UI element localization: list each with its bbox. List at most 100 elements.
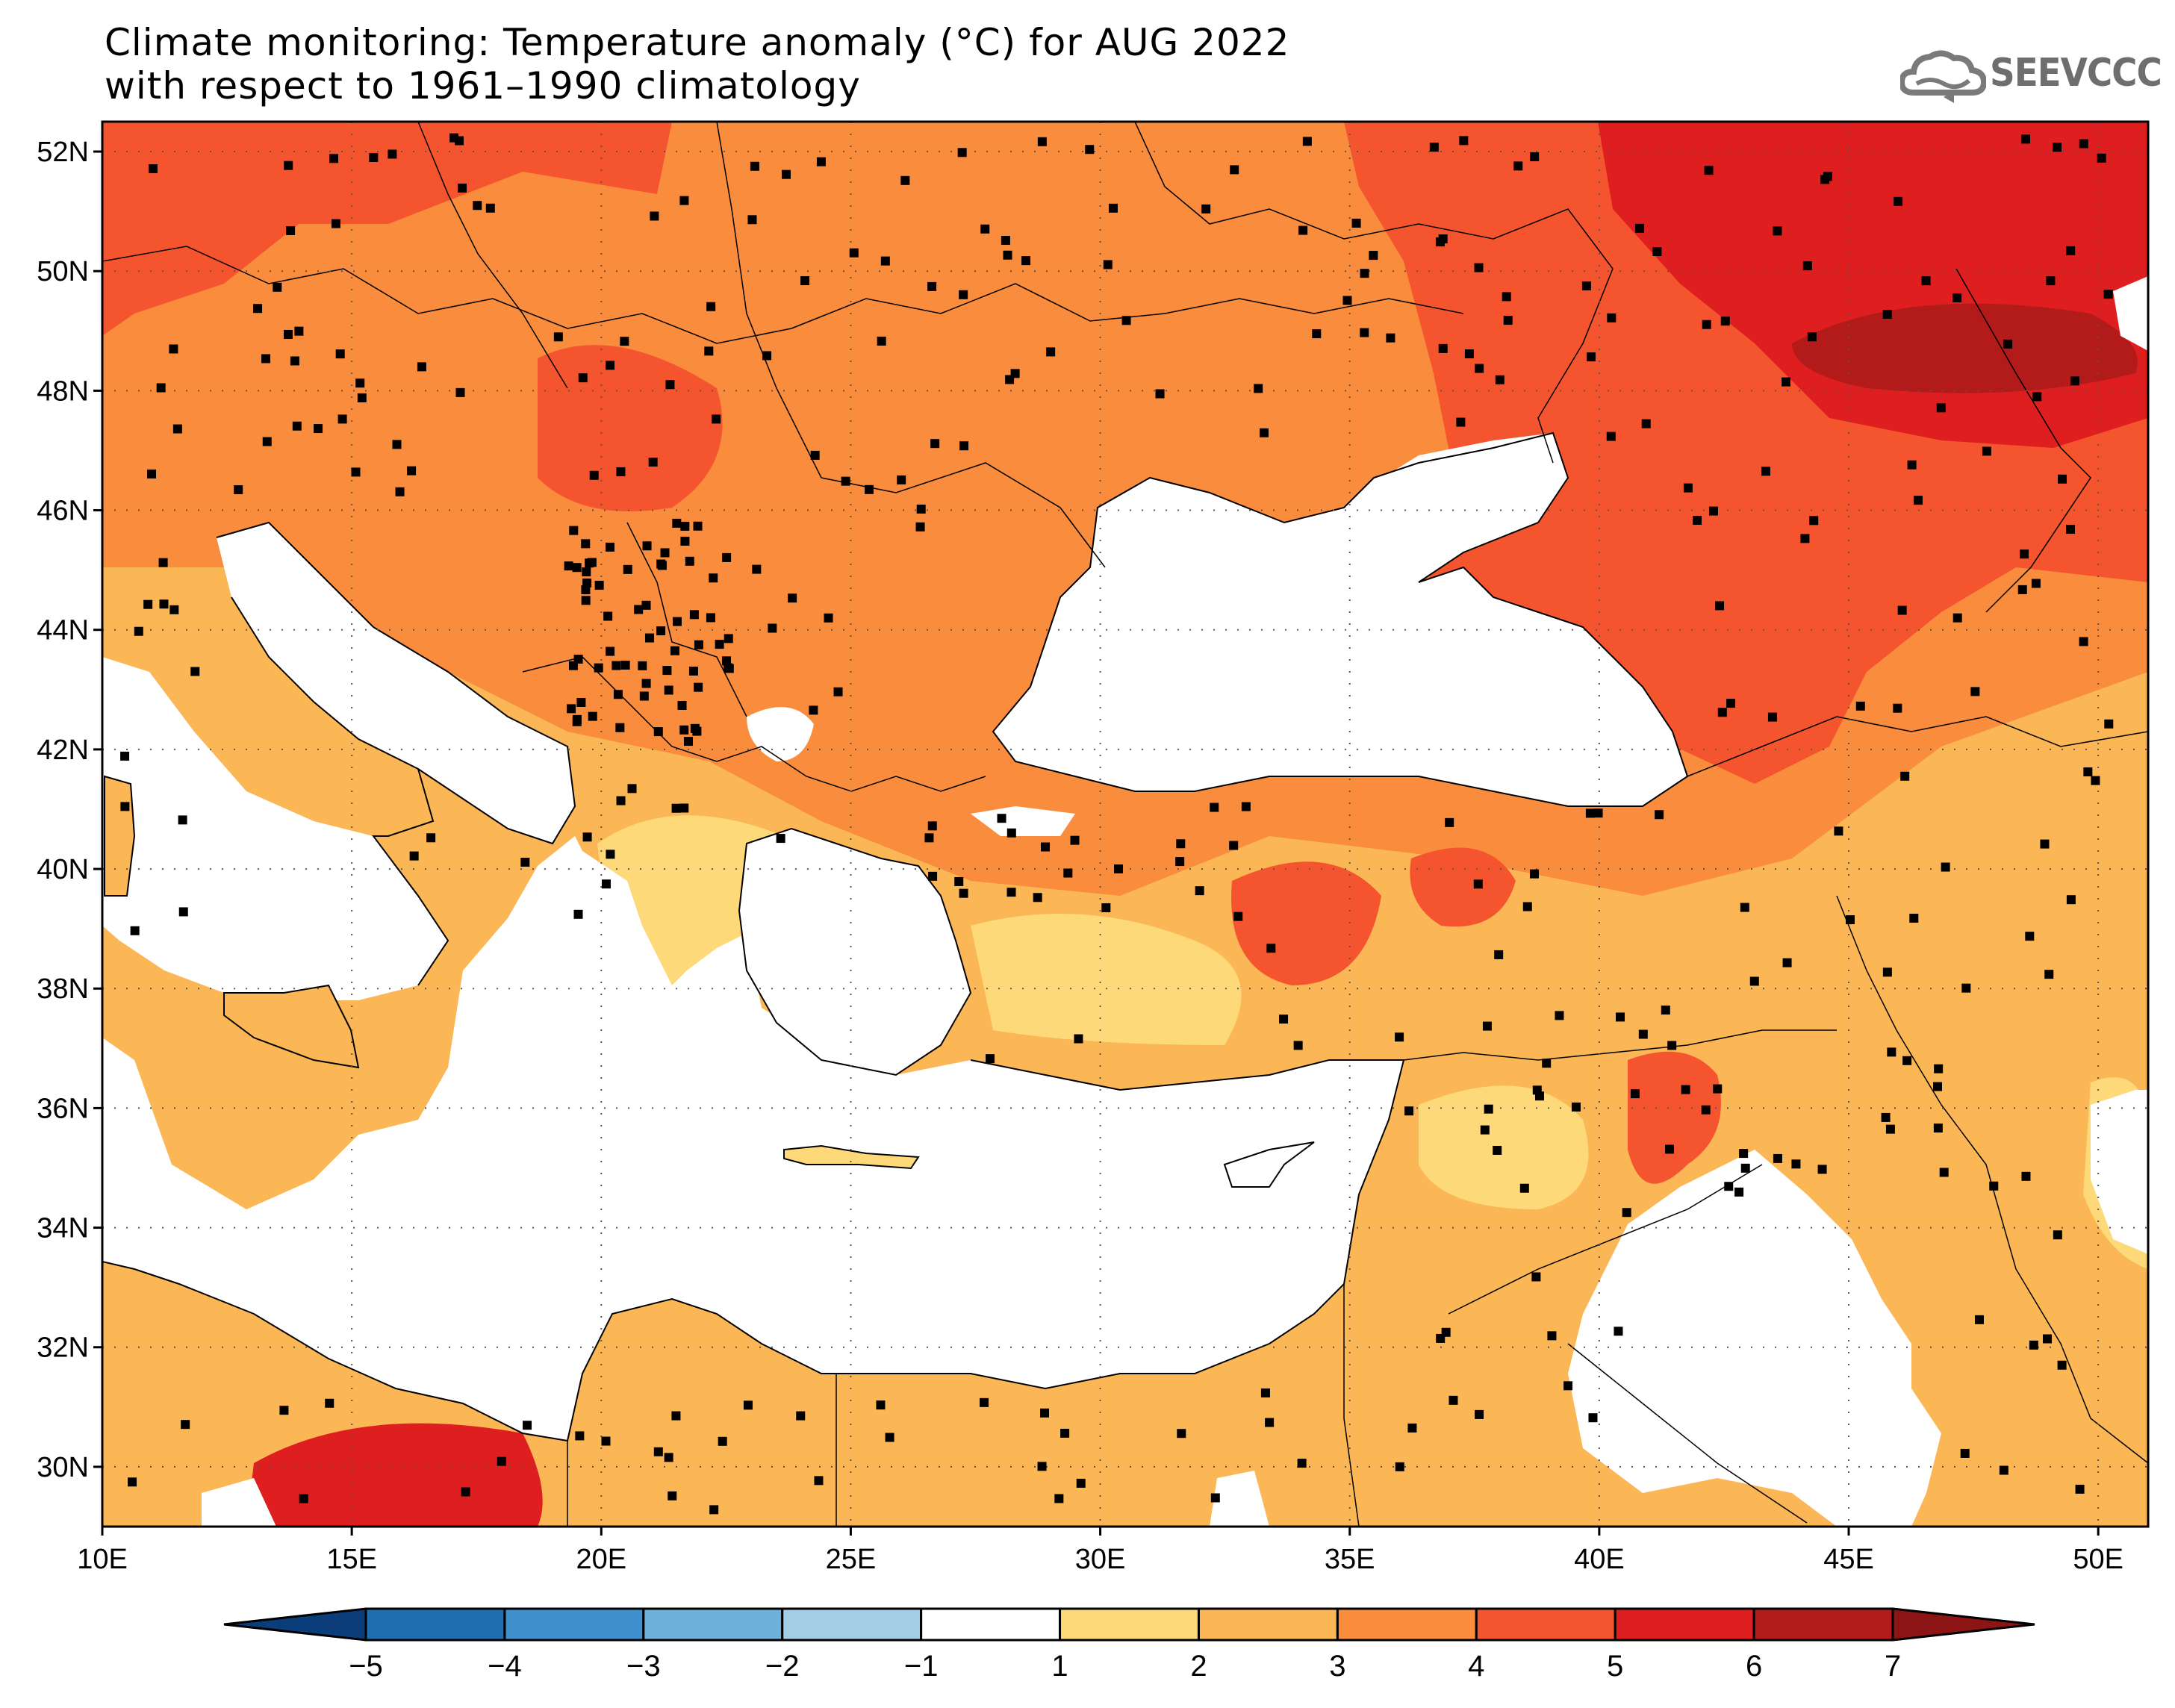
- station-marker: [2043, 1334, 2053, 1344]
- colorbar-arrow-low: [223, 1607, 367, 1642]
- colorbar-box: [1336, 1607, 1478, 1642]
- station-marker: [1195, 886, 1204, 896]
- station-marker: [1293, 1041, 1303, 1050]
- station-marker: [130, 926, 140, 935]
- station-marker: [279, 1406, 289, 1415]
- station-marker: [147, 469, 157, 479]
- station-marker: [672, 518, 682, 528]
- station-marker: [1933, 1123, 1943, 1133]
- station-marker: [672, 617, 682, 626]
- coastline-anatolia-south: [970, 1059, 1404, 1091]
- station-marker: [1563, 1381, 1573, 1391]
- lat-tick-label: 48N: [37, 375, 89, 407]
- station-marker: [900, 175, 910, 185]
- station-marker: [1800, 534, 1810, 543]
- station-marker: [1989, 1181, 1999, 1191]
- station-marker: [1395, 1462, 1404, 1471]
- station-marker: [120, 751, 130, 761]
- no-data-east-1: [2113, 276, 2148, 351]
- station-marker: [294, 326, 304, 336]
- lat-tick-label: 40N: [37, 854, 89, 885]
- station-marker: [576, 697, 586, 707]
- station-marker: [715, 640, 724, 649]
- station-marker: [395, 487, 405, 496]
- station-marker: [606, 646, 615, 656]
- colorbar-box: [920, 1607, 1062, 1642]
- station-marker: [1960, 1448, 1970, 1458]
- station-marker: [1907, 460, 1917, 470]
- station-marker: [997, 814, 1006, 823]
- station-marker: [752, 564, 762, 574]
- station-marker: [1802, 261, 1812, 271]
- station-marker: [1040, 1408, 1050, 1418]
- station-marker: [178, 815, 187, 825]
- station-marker: [1386, 333, 1395, 343]
- station-marker: [2079, 139, 2088, 149]
- station-marker: [1909, 914, 1919, 923]
- station-marker: [1265, 1418, 1275, 1427]
- station-marker: [1933, 1082, 1943, 1091]
- station-marker: [671, 1411, 681, 1421]
- station-marker: [1103, 260, 1113, 269]
- station-marker: [1999, 1465, 2008, 1475]
- station-marker: [768, 623, 777, 633]
- station-marker: [1740, 903, 1749, 912]
- lon-tick-label: 15E: [326, 1544, 377, 1575]
- station-marker: [656, 626, 666, 636]
- station-marker: [134, 626, 143, 636]
- station-marker: [572, 563, 582, 573]
- station-marker: [1108, 203, 1118, 213]
- station-marker: [1201, 204, 1211, 214]
- station-marker: [1279, 1014, 1289, 1024]
- station-marker: [564, 561, 573, 571]
- station-marker: [959, 441, 969, 451]
- station-marker: [2017, 585, 2027, 594]
- station-marker: [800, 275, 810, 285]
- station-marker: [1436, 1333, 1446, 1343]
- station-marker: [679, 196, 689, 205]
- station-marker: [1266, 944, 1276, 953]
- station-marker: [796, 1411, 806, 1421]
- island-cyprus: [1223, 1141, 1315, 1188]
- station-marker: [665, 380, 675, 390]
- station-marker: [824, 613, 833, 623]
- station-marker: [1585, 808, 1595, 818]
- colorbar-label: 6: [1746, 1650, 1762, 1683]
- station-marker: [1713, 1084, 1723, 1094]
- station-marker: [1882, 310, 1892, 320]
- field-patch-west-anatolia: [971, 914, 1242, 1045]
- station-marker: [331, 219, 340, 228]
- station-marker: [1961, 983, 1971, 993]
- station-marker: [1480, 1125, 1490, 1135]
- station-marker: [169, 344, 178, 354]
- field-patch-anatolia-1: [1231, 861, 1381, 985]
- station-marker: [1734, 1187, 1744, 1197]
- station-marker: [653, 1447, 663, 1456]
- station-marker: [1177, 1429, 1186, 1439]
- station-marker: [2053, 1230, 2062, 1240]
- station-marker: [1041, 842, 1051, 852]
- station-marker: [1834, 826, 1843, 836]
- station-marker: [1474, 263, 1484, 272]
- colorbar-label: −2: [765, 1650, 800, 1683]
- no-data-arabia: [1568, 1150, 1941, 1527]
- sea-adriatic: [217, 523, 575, 844]
- station-marker: [709, 573, 718, 583]
- station-marker: [1074, 1034, 1083, 1044]
- station-marker: [458, 183, 467, 193]
- border-14: [1567, 1343, 1808, 1524]
- station-marker: [810, 450, 820, 460]
- station-marker: [615, 723, 625, 732]
- station-marker: [606, 850, 615, 859]
- station-marker: [455, 387, 465, 397]
- station-marker: [706, 613, 715, 623]
- station-marker: [2091, 776, 2100, 785]
- station-marker: [694, 640, 703, 649]
- station-marker: [1503, 316, 1513, 325]
- station-marker: [461, 1487, 470, 1497]
- station-marker: [1661, 1006, 1670, 1015]
- station-marker: [572, 714, 582, 724]
- station-marker: [641, 679, 651, 688]
- station-marker: [1021, 256, 1030, 266]
